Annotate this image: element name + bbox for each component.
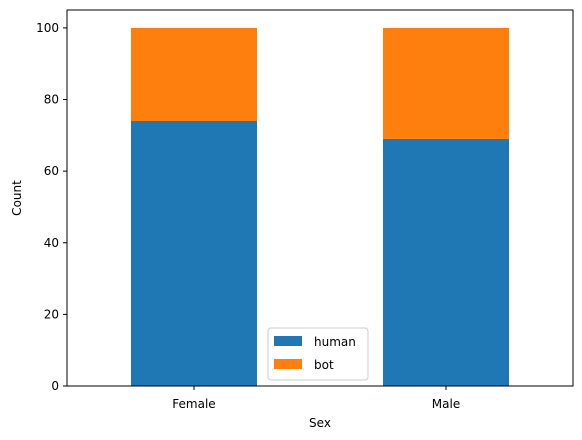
- y-tick-label: 100: [36, 21, 59, 35]
- bar-bot-male: [383, 27, 509, 139]
- y-tick-label: 60: [44, 164, 59, 178]
- legend: human bot: [267, 327, 369, 381]
- y-tick-label: 20: [44, 307, 59, 321]
- y-axis-ticks: 0 20 40 60 80 100: [36, 21, 67, 393]
- bar-human-male: [383, 138, 509, 386]
- bars: [131, 27, 509, 386]
- plot-frame: [66, 9, 574, 387]
- bar-human-female: [131, 121, 257, 386]
- y-tick-label: 40: [44, 236, 59, 250]
- y-tick-label: 0: [51, 379, 59, 393]
- x-tick-label: Male: [432, 397, 460, 411]
- legend-swatch-bot: [274, 359, 302, 369]
- x-axis-title: Sex: [309, 416, 331, 430]
- x-axis-ticks: Female Male: [172, 386, 460, 411]
- y-axis-title: Count: [10, 180, 24, 216]
- x-tick-label: Female: [172, 397, 215, 411]
- legend-label-human: human: [314, 335, 356, 349]
- legend-swatch-human: [274, 336, 302, 346]
- y-tick-label: 80: [44, 93, 59, 107]
- bar-bot-female: [131, 27, 257, 122]
- legend-label-bot: bot: [314, 358, 334, 372]
